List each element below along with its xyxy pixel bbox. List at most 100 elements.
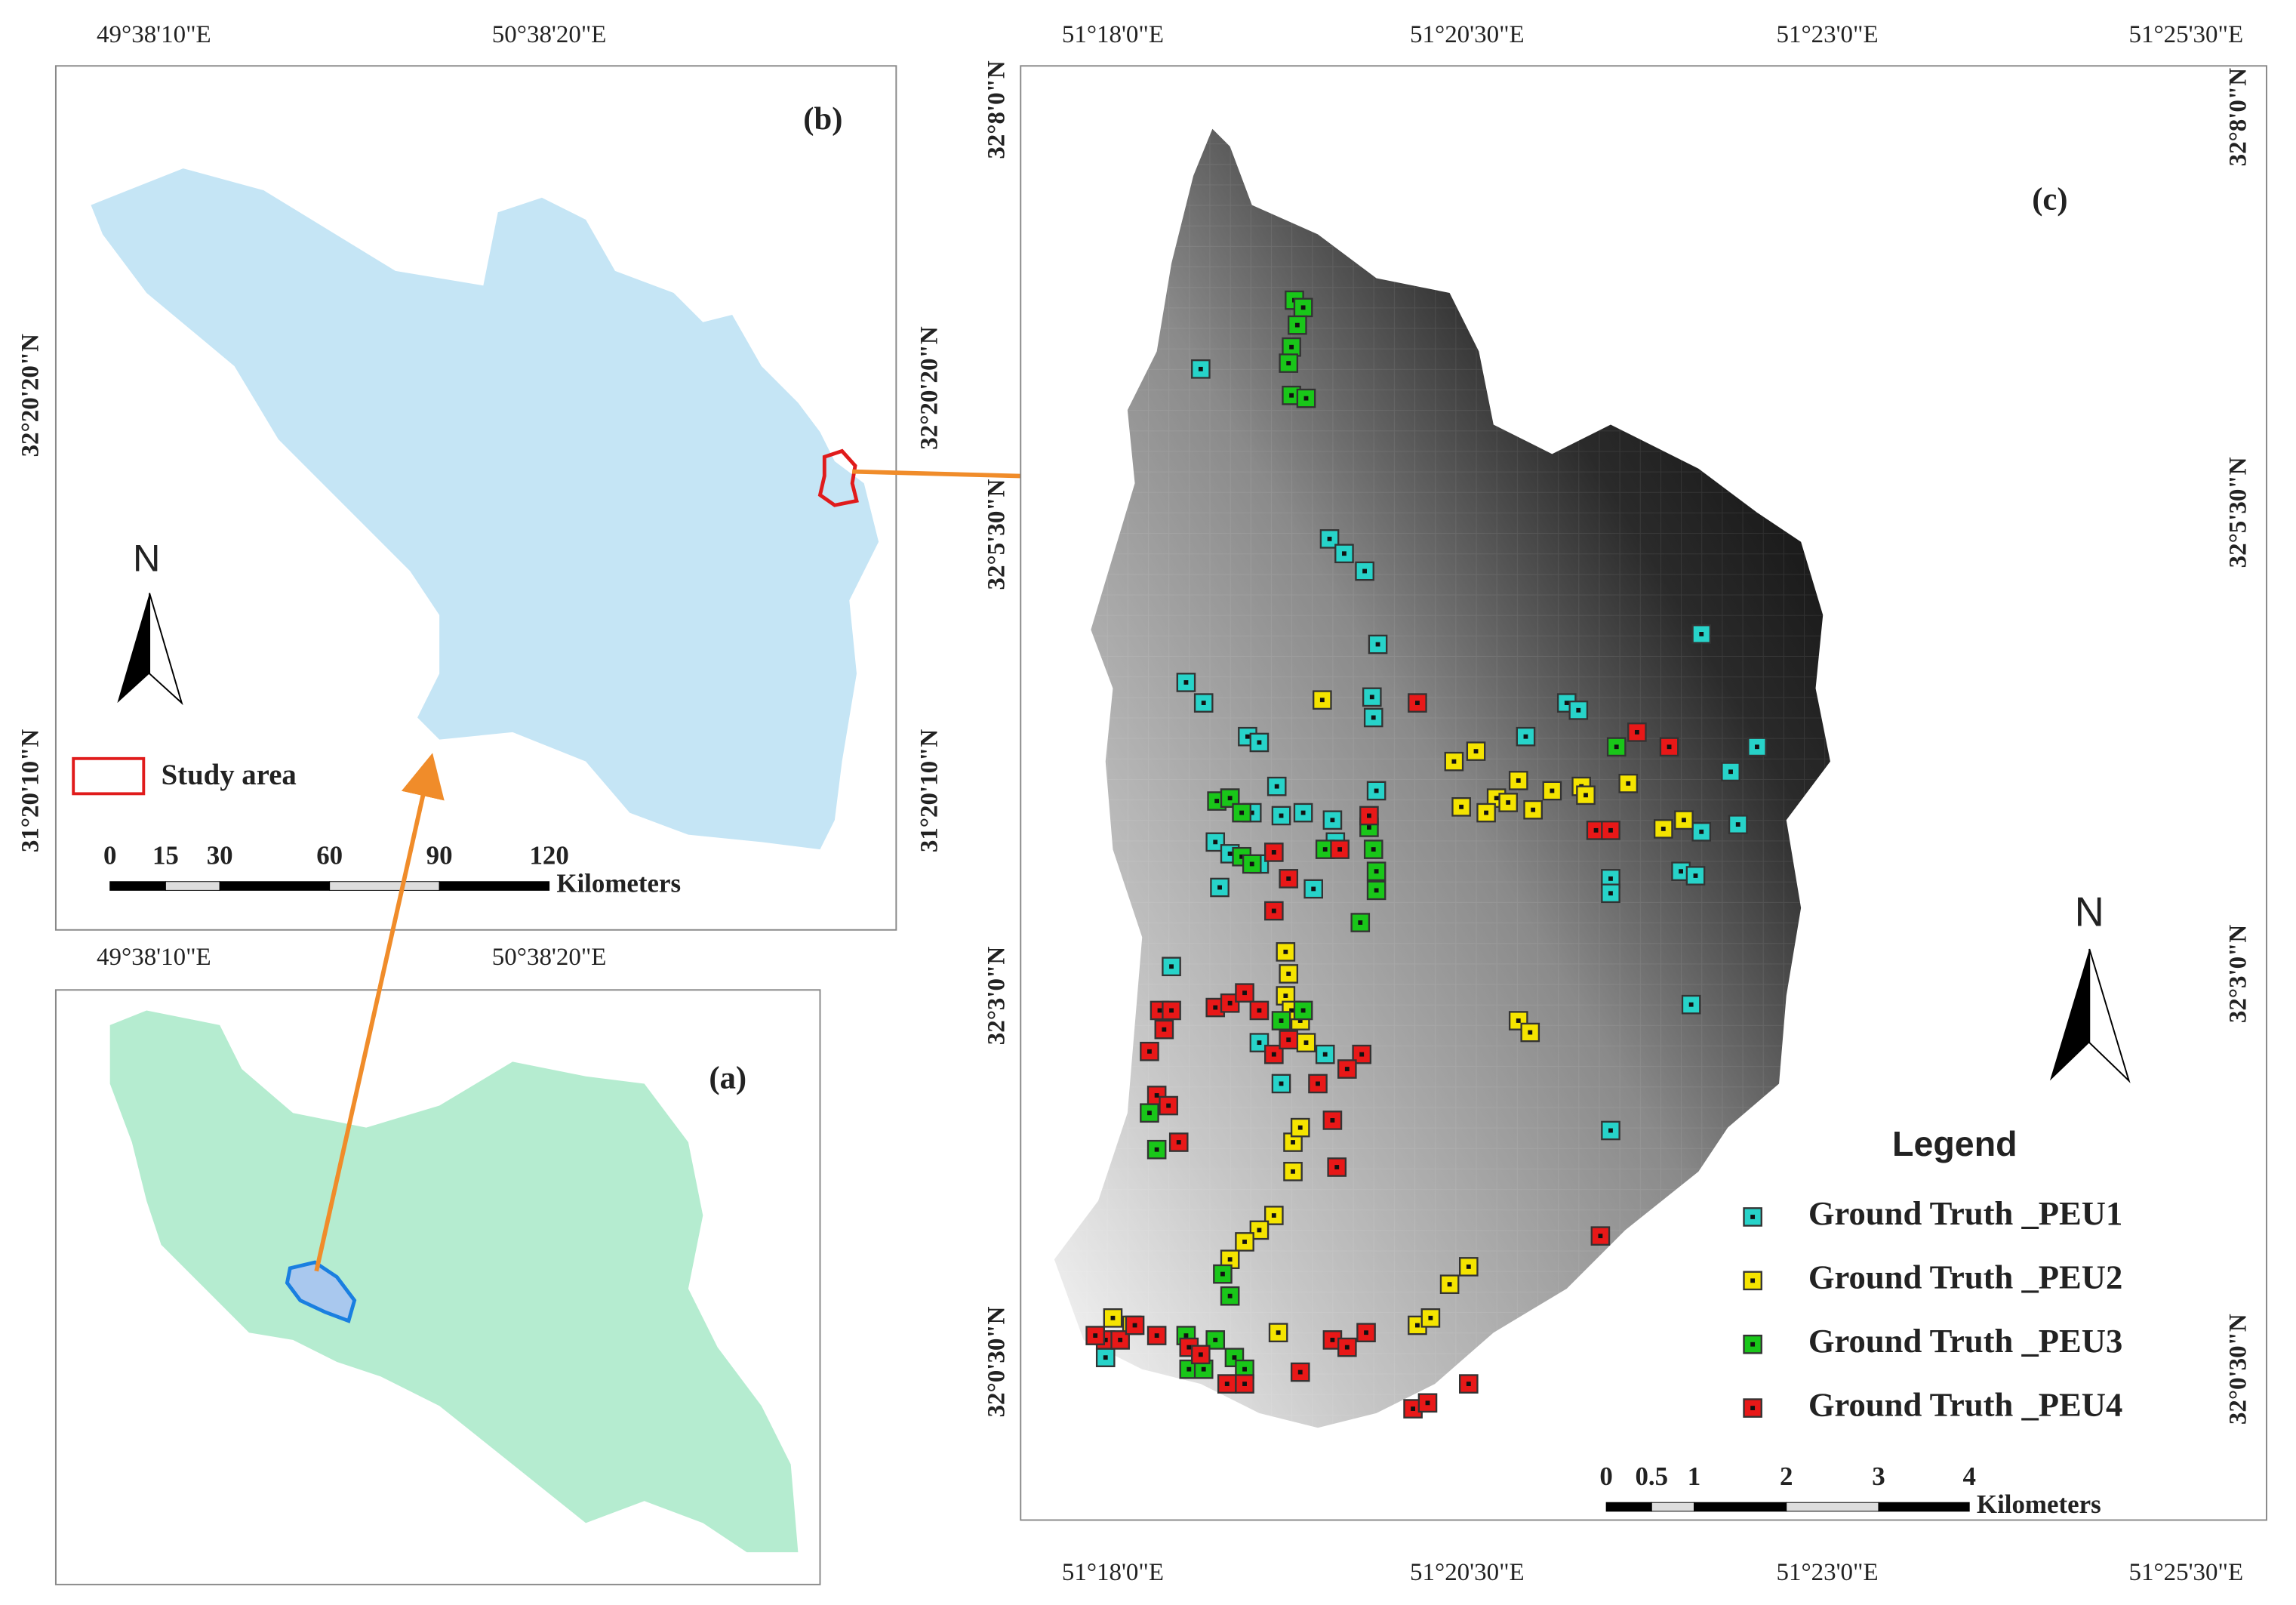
sample-point-dot: [1186, 1366, 1192, 1372]
coord-label: 32°3'0"N: [2225, 925, 2252, 1024]
sample-point-dot: [1506, 800, 1511, 805]
sample-point-dot: [1375, 642, 1380, 647]
north-arrow: [149, 593, 183, 706]
sample-point-dot: [1271, 908, 1276, 913]
sample-point-dot: [1300, 1008, 1306, 1013]
sample-point-dot: [1286, 361, 1291, 365]
scale-tick-label: 1: [1688, 1462, 1700, 1491]
coord-label: 32°0'30"N: [983, 1306, 1011, 1417]
sample-point-dot: [1494, 796, 1499, 801]
coord-label: 32°3'0"N: [983, 947, 1011, 1046]
coord-label: 31°20'10"N: [916, 729, 943, 853]
legend-title: Legend: [1892, 1124, 2017, 1163]
sample-point-dot: [1428, 1315, 1433, 1320]
sample-point-dot: [1291, 1169, 1295, 1174]
scale-tick-label: 120: [529, 841, 568, 870]
sample-point-dot: [1232, 1355, 1237, 1360]
sample-point-dot: [1239, 810, 1245, 815]
coord-label: 32°5'30"N: [2225, 457, 2252, 568]
north-arrow: [117, 593, 150, 704]
sample-point-dot: [1132, 1323, 1137, 1328]
sample-point-dot: [1300, 810, 1306, 815]
scale-segment: [329, 881, 440, 891]
sample-point-dot: [1169, 964, 1174, 969]
sample-point-dot: [1249, 861, 1254, 867]
sample-point-dot: [1322, 847, 1328, 852]
sample-point-dot: [1359, 1052, 1365, 1057]
coord-label: 32°0'30"N: [2225, 1314, 2252, 1425]
sample-point-dot: [1330, 1118, 1335, 1123]
sample-point-dot: [1286, 1037, 1291, 1043]
sample-point-dot: [1415, 701, 1420, 706]
north-label: N: [133, 536, 160, 579]
sample-point-dot: [1634, 729, 1639, 735]
coord-label: 49°38'10"E: [97, 21, 211, 48]
sample-point-dot: [1728, 769, 1733, 775]
sample-point-dot: [1227, 796, 1233, 801]
sample-point-dot: [1374, 788, 1379, 793]
sample-point-dot: [1286, 972, 1291, 976]
province-shape: [91, 168, 879, 850]
scale-tick-label: 15: [152, 841, 179, 870]
sample-point-dot: [1245, 734, 1250, 739]
sample-point-dot: [1679, 869, 1683, 874]
sample-point-dot: [1693, 873, 1698, 878]
sample-point-dot: [1093, 1333, 1098, 1338]
panel-label: (b): [803, 101, 842, 137]
sample-point-dot: [1227, 851, 1233, 856]
sample-points: [1085, 290, 1767, 1419]
legend: Ground Truth _PEU1 Ground Truth _PEU2 Grou…: [1743, 1194, 2122, 1423]
sample-point-dot: [1224, 1382, 1230, 1387]
scale-tick-label: 30: [207, 841, 233, 870]
sample-point-dot: [1523, 734, 1528, 739]
coord-label: 51°25'30"E: [2128, 21, 2243, 48]
sample-point-dot: [1466, 1265, 1471, 1269]
sample-point-dot: [1242, 990, 1247, 996]
sample-point-dot: [1334, 1165, 1340, 1169]
sample-point-dot: [1750, 1342, 1756, 1347]
sample-point-dot: [1337, 847, 1343, 852]
sample-point-dot: [1186, 1345, 1192, 1350]
sample-point-dot: [1608, 827, 1613, 833]
coord-label: 51°20'30"E: [1410, 1559, 1525, 1586]
sample-point-dot: [1271, 1213, 1276, 1218]
sample-point-dot: [1425, 1400, 1430, 1406]
coord-label: 51°23'0"E: [1776, 21, 1878, 48]
sample-point-dot: [1344, 1345, 1350, 1350]
sample-point-dot: [1279, 1018, 1284, 1023]
sample-point-dot: [1303, 396, 1309, 401]
scale-tick-label: 0.5: [1635, 1462, 1668, 1491]
sample-point-dot: [1608, 891, 1613, 896]
sample-point-dot: [1300, 305, 1306, 310]
sample-point-dot: [1103, 1355, 1108, 1360]
sample-point-dot: [1201, 1366, 1206, 1372]
sample-point-dot: [1576, 707, 1581, 713]
coord-label: 32°8'0"N: [983, 60, 1011, 159]
sample-point-dot: [1183, 1333, 1189, 1338]
north-label: N: [2075, 889, 2104, 935]
sample-point-dot: [1286, 876, 1291, 881]
sample-point-dot: [1311, 886, 1316, 892]
sample-point-dot: [1297, 1125, 1303, 1130]
study-area-outline: [817, 448, 859, 507]
sample-point-dot: [1213, 1337, 1218, 1342]
sample-point-dot: [1289, 1008, 1294, 1013]
sample-point-dot: [1667, 744, 1672, 750]
coord-label: 51°23'0"E: [1776, 1559, 1878, 1586]
dem-grid: [1054, 128, 1830, 1428]
coord-label: 51°18'0"E: [1062, 1559, 1164, 1586]
sample-point-dot: [1227, 1293, 1233, 1298]
sample-point-dot: [1598, 1234, 1603, 1239]
sample-point-dot: [1516, 778, 1521, 783]
sample-point-dot: [1162, 1027, 1167, 1032]
sample-point-dot: [1169, 1008, 1174, 1013]
legend-swatch: [72, 756, 146, 796]
sample-point-dot: [1227, 1257, 1233, 1262]
sample-point-dot: [1303, 1040, 1309, 1046]
sample-point-dot: [1297, 1018, 1303, 1023]
coord-label: 51°25'30"E: [2128, 1559, 2243, 1586]
sample-point-dot: [1688, 1002, 1694, 1007]
sample-point-dot: [1322, 1052, 1328, 1057]
country-shape: [109, 1010, 799, 1553]
